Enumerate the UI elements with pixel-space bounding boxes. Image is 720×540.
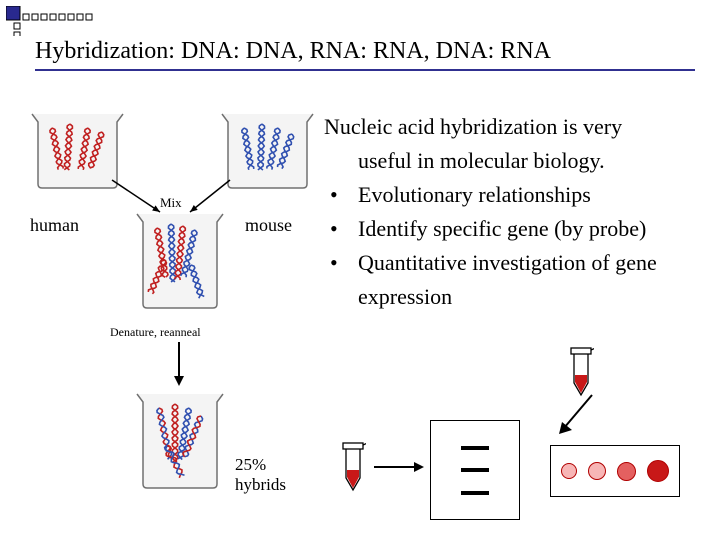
intro-line-2: useful in molecular biology. xyxy=(358,144,710,178)
blot-spot xyxy=(617,462,636,481)
slide-title: Hybridization: DNA: DNA, RNA: RNA, DNA: … xyxy=(35,38,695,65)
dot-blot xyxy=(550,445,680,497)
arrow-diag-icon xyxy=(552,390,602,445)
label-hybrids: 25% hybrids xyxy=(235,455,286,494)
arrow-down-icon xyxy=(172,342,186,391)
bullet-marker: • xyxy=(330,178,358,212)
blot-spot xyxy=(647,460,669,482)
gel-box xyxy=(430,420,520,520)
pour-arrows xyxy=(30,110,320,240)
title-underline xyxy=(35,69,695,71)
hybridization-diagram: Mix Denature, reanneal human mouse 25% h… xyxy=(30,110,320,530)
bullet-row: •Evolutionary relationships xyxy=(330,178,710,212)
bullet-text: Quantitative investigation of gene expre… xyxy=(358,246,710,314)
blot-spot xyxy=(588,462,606,480)
bullet-row: •Quantitative investigation of gene expr… xyxy=(330,246,710,314)
beaker-hybrids xyxy=(135,390,225,495)
text-block: Nucleic acid hybridization is very usefu… xyxy=(330,110,710,315)
arrow-right-icon xyxy=(374,460,424,479)
gel-band xyxy=(461,446,489,450)
bullet-marker: • xyxy=(330,212,358,246)
denature-label: Denature, reanneal xyxy=(110,325,201,340)
title-bar: Hybridization: DNA: DNA, RNA: RNA, DNA: … xyxy=(35,38,695,71)
tube-left xyxy=(340,440,366,499)
hybrids-pct: 25% xyxy=(235,455,266,474)
gel-band xyxy=(461,468,489,472)
bullet-marker: • xyxy=(330,246,358,314)
blot-spot xyxy=(561,463,577,479)
bullet-text: Evolutionary relationships xyxy=(358,178,710,212)
intro-line-1: Nucleic acid hybridization is very xyxy=(324,110,710,144)
hybrids-word: hybrids xyxy=(235,475,286,494)
bullet-text: Identify specific gene (by probe) xyxy=(358,212,710,246)
bullet-row: •Identify specific gene (by probe) xyxy=(330,212,710,246)
corner-decoration xyxy=(6,6,96,41)
assay-diagram xyxy=(340,410,710,530)
gel-band xyxy=(461,491,489,495)
